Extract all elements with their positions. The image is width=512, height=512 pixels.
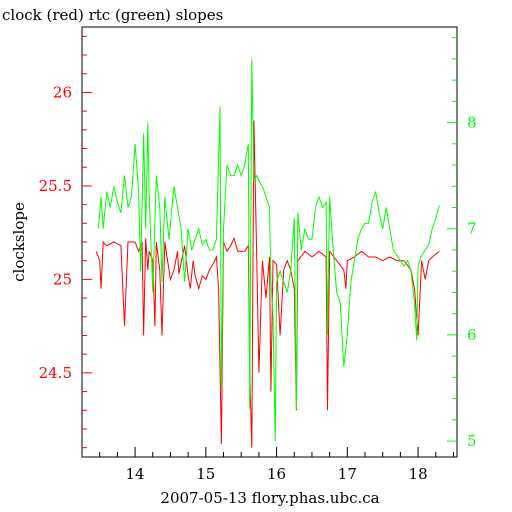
y-left-tick-label: 26	[53, 83, 72, 101]
y-left-tick-label: 24.5	[39, 364, 72, 382]
x-tick-label: 18	[409, 465, 428, 483]
clock-series-line	[95, 120, 440, 448]
rtc-series-line	[97, 58, 440, 442]
y-left-tick-label: 25.5	[39, 177, 72, 195]
y-axis-label: clockslope	[10, 202, 28, 282]
y-right-tick-label: 7	[467, 220, 477, 238]
x-axis: 14 15 16 17 18	[99, 447, 454, 483]
chart-title: clock (red) rtc (green) slopes	[2, 6, 223, 24]
x-axis-label: 2007-05-13 flory.phas.ubc.ca	[160, 489, 379, 507]
x-tick-label: 17	[338, 465, 357, 483]
y-axis-left: 24.5 25 25.5 26	[39, 35, 92, 449]
y-left-tick-label: 25	[53, 270, 72, 288]
x-tick-label: 16	[267, 465, 286, 483]
y-right-tick-label: 6	[467, 326, 477, 344]
x-tick-label: 14	[126, 465, 145, 483]
y-right-tick-label: 5	[467, 432, 477, 450]
x-tick-label: 15	[196, 465, 215, 483]
y-right-tick-label: 8	[467, 114, 477, 132]
y-axis-right: 5 6 7 8	[447, 37, 477, 450]
series-layer	[95, 58, 440, 448]
plot-frame	[81, 26, 458, 458]
